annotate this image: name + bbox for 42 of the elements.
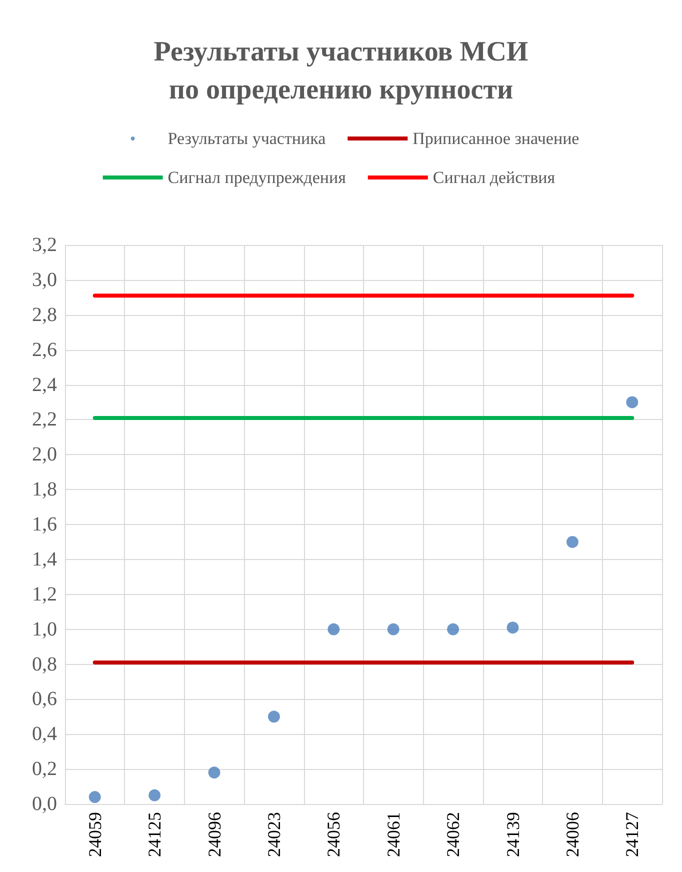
legend-label: Сигнал предупреждения bbox=[168, 168, 346, 187]
y-tick-label: 2,8 bbox=[32, 304, 57, 326]
x-tick-label: 24059 bbox=[84, 812, 105, 857]
y-tick-label: 0,8 bbox=[32, 653, 57, 676]
y-tick-label: 0,6 bbox=[32, 688, 57, 710]
point bbox=[447, 623, 460, 636]
y-tick-label: 2,6 bbox=[32, 338, 57, 361]
x-tick-label: 24096 bbox=[204, 812, 224, 857]
y-tick-label: 2,0 bbox=[32, 444, 57, 466]
y-tick-label: 1,8 bbox=[32, 478, 57, 501]
y-tick-label: 0,0 bbox=[32, 793, 57, 815]
point bbox=[506, 622, 519, 634]
y-tick-label: 0,2 bbox=[32, 758, 57, 780]
point bbox=[268, 710, 280, 723]
x-tick-label: 24006 bbox=[562, 812, 582, 857]
y-tick-label: 3,0 bbox=[32, 268, 57, 291]
x-tick-label: 24125 bbox=[144, 812, 165, 857]
y-tick-label: 3,2 bbox=[32, 234, 57, 256]
point bbox=[626, 396, 638, 408]
point bbox=[328, 623, 340, 636]
point bbox=[387, 623, 400, 636]
y-tick-label: 0,4 bbox=[32, 723, 57, 746]
point bbox=[566, 536, 578, 548]
y-tick-label: 1,2 bbox=[32, 583, 57, 606]
y-tick-label: 2,2 bbox=[32, 408, 57, 431]
y-tick-label: 1,6 bbox=[32, 514, 57, 536]
x-tick-label: 24061 bbox=[383, 812, 404, 857]
x-tick-label: 24056 bbox=[324, 812, 344, 857]
point bbox=[88, 791, 101, 804]
x-tick-label: 24127 bbox=[622, 812, 642, 857]
legend-label: Приписанное значение bbox=[412, 129, 580, 148]
point bbox=[148, 789, 161, 802]
y-tick-label: 2,4 bbox=[32, 374, 57, 396]
legend-label: Результаты участника bbox=[168, 129, 326, 148]
x-tick-label: 24023 bbox=[264, 812, 284, 857]
y-tick-label: 1,4 bbox=[32, 548, 57, 570]
chart-title: Результаты участников МСИ по определению крупности bbox=[154, 36, 528, 106]
x-tick-label: 24139 bbox=[502, 812, 523, 857]
x-tick-label: 24062 bbox=[443, 812, 464, 857]
y-tick-label: 1,0 bbox=[32, 618, 57, 640]
legend-label: Сигнал действия bbox=[432, 168, 556, 187]
point bbox=[208, 766, 220, 779]
